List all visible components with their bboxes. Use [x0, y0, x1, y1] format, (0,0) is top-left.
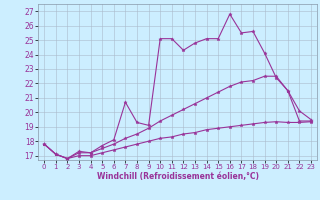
X-axis label: Windchill (Refroidissement éolien,°C): Windchill (Refroidissement éolien,°C) — [97, 172, 259, 181]
